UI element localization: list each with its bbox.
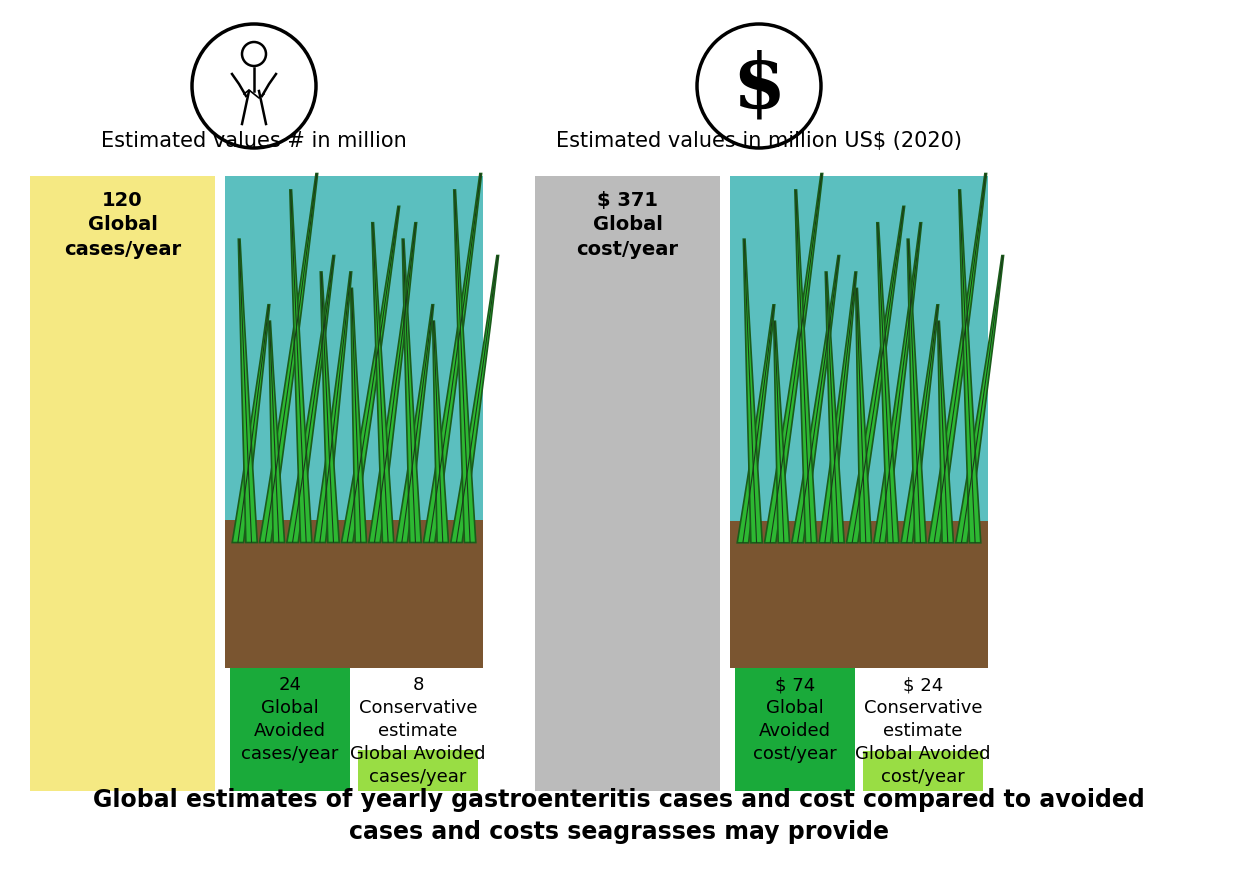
PathPatch shape	[955, 255, 1004, 543]
PathPatch shape	[825, 272, 844, 543]
PathPatch shape	[287, 255, 335, 542]
Bar	[730, 176, 987, 668]
PathPatch shape	[320, 272, 339, 542]
PathPatch shape	[290, 190, 312, 542]
Text: 8
Conservative
estimate
Global Avoided
cases/year: 8 Conservative estimate Global Avoided c…	[351, 676, 486, 786]
Text: Estimated values # in million: Estimated values # in million	[102, 131, 406, 151]
PathPatch shape	[451, 255, 498, 542]
PathPatch shape	[372, 222, 394, 542]
PathPatch shape	[424, 174, 482, 542]
Bar	[535, 176, 720, 791]
Text: $ 74
Global
Avoided
cost/year: $ 74 Global Avoided cost/year	[753, 676, 836, 763]
PathPatch shape	[737, 305, 774, 543]
PathPatch shape	[877, 222, 898, 543]
Bar	[864, 751, 983, 791]
Bar	[225, 176, 483, 668]
Text: 120
Global
cases/year: 120 Global cases/year	[64, 191, 181, 259]
Bar	[230, 668, 349, 791]
PathPatch shape	[819, 272, 856, 543]
PathPatch shape	[396, 305, 434, 542]
Text: Estimated values in million US$ (2020): Estimated values in million US$ (2020)	[556, 131, 961, 151]
Text: 24
Global
Avoided
cases/year: 24 Global Avoided cases/year	[242, 676, 338, 763]
PathPatch shape	[795, 190, 817, 543]
PathPatch shape	[873, 222, 922, 543]
Bar	[358, 750, 478, 791]
PathPatch shape	[432, 321, 449, 542]
Text: $ 24
Conservative
estimate
Global Avoided
cost/year: $ 24 Conservative estimate Global Avoide…	[855, 676, 991, 786]
PathPatch shape	[743, 239, 762, 543]
PathPatch shape	[773, 322, 789, 543]
Bar	[730, 521, 987, 668]
PathPatch shape	[315, 272, 352, 542]
Text: Global estimates of yearly gastroenteritis cases and cost compared to avoided
ca: Global estimates of yearly gastroenterit…	[93, 789, 1145, 844]
PathPatch shape	[342, 206, 400, 542]
PathPatch shape	[269, 321, 285, 542]
Text: $: $	[732, 49, 786, 123]
PathPatch shape	[453, 190, 476, 542]
PathPatch shape	[369, 222, 416, 542]
PathPatch shape	[846, 206, 904, 543]
Text: $ 371
Global
cost/year: $ 371 Global cost/year	[576, 191, 679, 259]
PathPatch shape	[238, 239, 258, 542]
PathPatch shape	[792, 255, 840, 543]
PathPatch shape	[403, 239, 421, 542]
PathPatch shape	[901, 305, 939, 543]
PathPatch shape	[928, 174, 986, 543]
PathPatch shape	[259, 174, 317, 542]
PathPatch shape	[907, 239, 926, 543]
Bar	[735, 668, 855, 791]
Bar	[225, 520, 483, 668]
PathPatch shape	[938, 322, 954, 543]
PathPatch shape	[351, 288, 367, 542]
PathPatch shape	[764, 174, 823, 543]
Bar	[30, 176, 216, 791]
PathPatch shape	[856, 289, 871, 543]
PathPatch shape	[232, 305, 270, 542]
PathPatch shape	[959, 190, 981, 543]
